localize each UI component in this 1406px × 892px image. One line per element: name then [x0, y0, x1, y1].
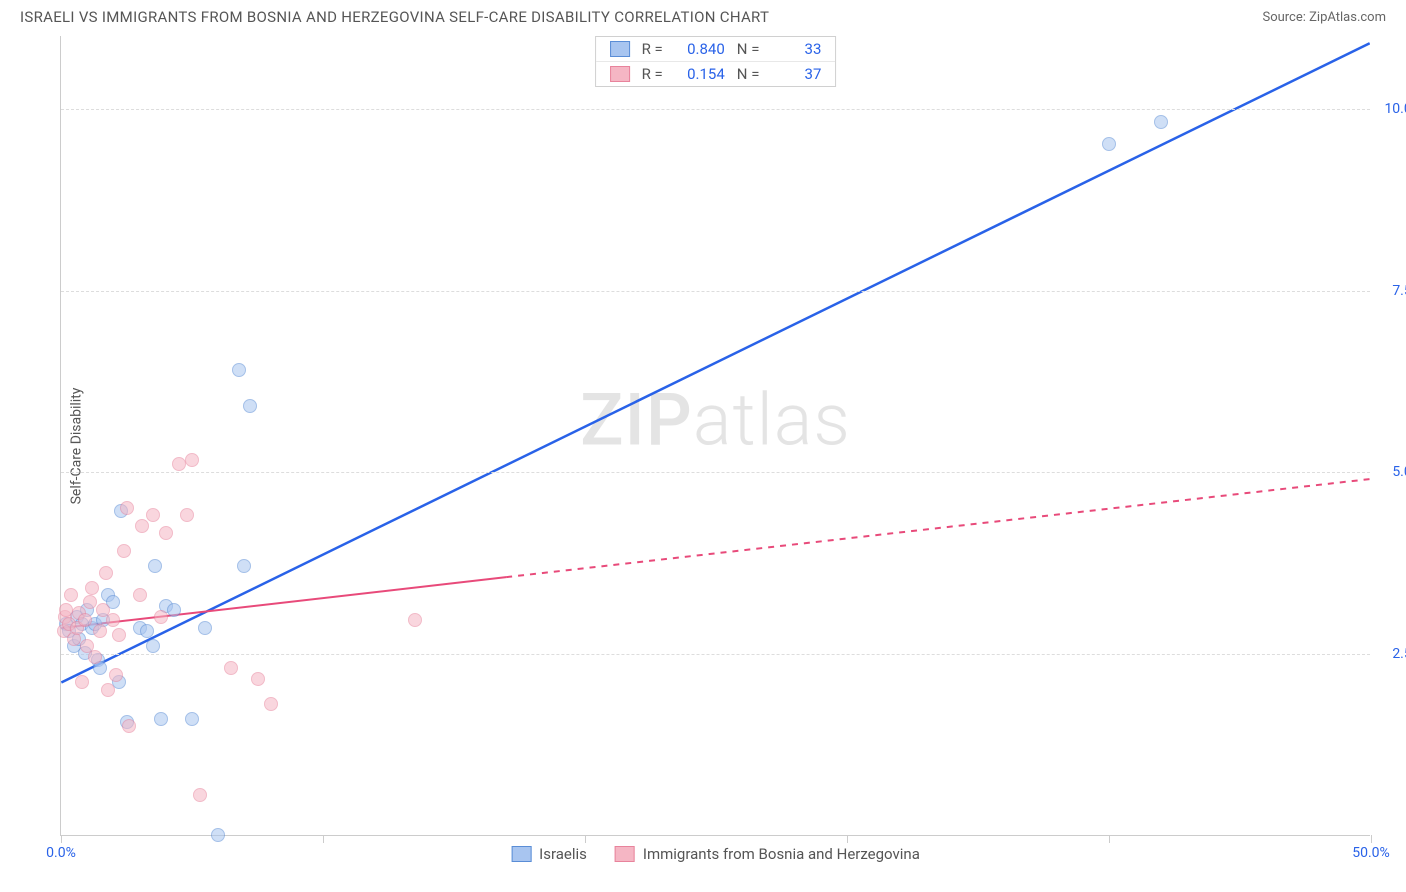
scatter-point [185, 453, 199, 467]
scatter-point [237, 559, 251, 573]
scatter-point [193, 788, 207, 802]
scatter-point [264, 697, 278, 711]
scatter-point [101, 683, 115, 697]
scatter-point [224, 661, 238, 675]
scatter-point [85, 581, 99, 595]
scatter-point [154, 610, 168, 624]
n-value: 37 [771, 65, 821, 83]
scatter-point [112, 628, 126, 642]
scatter-point [146, 508, 160, 522]
n-value: 33 [771, 40, 821, 58]
n-label: N = [737, 65, 760, 83]
legend-item: Immigrants from Bosnia and Herzegovina [615, 845, 920, 863]
plot-area: ZIPatlas R =0.840N =33R =0.154N =37 Isra… [60, 36, 1370, 836]
legend-swatch [610, 66, 630, 82]
r-label: R = [642, 40, 663, 58]
gridline [61, 109, 1370, 110]
gridline [61, 291, 1370, 292]
scatter-point [88, 650, 102, 664]
scatter-point [211, 828, 225, 842]
legend-label: Immigrants from Bosnia and Herzegovina [643, 845, 920, 863]
x-tick-label: 50.0% [1352, 845, 1390, 861]
scatter-point [117, 544, 131, 558]
scatter-point [172, 457, 186, 471]
scatter-point [1102, 137, 1116, 151]
correlation-chart: Self-Care Disability ZIPatlas R =0.840N … [42, 36, 1392, 856]
scatter-point [75, 675, 89, 689]
series-legend: Israelis Immigrants from Bosnia and Herze… [511, 845, 920, 863]
legend-swatch [610, 41, 630, 57]
scatter-point [140, 624, 154, 638]
source-attribution: Source: ZipAtlas.com [1262, 10, 1386, 25]
scatter-point [148, 559, 162, 573]
scatter-point [159, 526, 173, 540]
x-tick [1371, 835, 1372, 843]
stats-legend-row: R = 0.154 N = 37 [596, 61, 836, 86]
trend-lines [61, 36, 1370, 835]
scatter-point [146, 639, 160, 653]
r-value: 0.154 [675, 65, 725, 83]
legend-label: Israelis [539, 845, 587, 863]
scatter-point [99, 566, 113, 580]
gridline [61, 654, 1370, 655]
legend-item: Israelis [511, 845, 587, 863]
chart-title: ISRAELI VS IMMIGRANTS FROM BOSNIA AND HE… [20, 8, 769, 26]
gridline [61, 472, 1370, 473]
legend-swatch [615, 846, 635, 862]
x-tick [585, 835, 586, 843]
scatter-point [408, 613, 422, 627]
scatter-point [154, 712, 168, 726]
y-tick-label: 10.0% [1384, 101, 1406, 117]
scatter-point [198, 621, 212, 635]
scatter-point [180, 508, 194, 522]
y-tick-label: 2.5% [1392, 646, 1406, 662]
scatter-point [185, 712, 199, 726]
stats-legend-row: R = 0.840 N = 33 [596, 37, 836, 61]
scatter-point [109, 668, 123, 682]
r-value: 0.840 [675, 40, 725, 58]
scatter-point [120, 501, 134, 515]
y-tick-label: 5.0% [1392, 464, 1406, 480]
scatter-point [59, 603, 73, 617]
y-tick-label: 7.5% [1392, 283, 1406, 299]
scatter-point [106, 613, 120, 627]
n-label: N = [737, 40, 760, 58]
scatter-point [167, 603, 181, 617]
x-tick [61, 835, 62, 843]
scatter-point [232, 363, 246, 377]
legend-swatch [511, 846, 531, 862]
scatter-point [64, 588, 78, 602]
x-tick [847, 835, 848, 843]
scatter-point [93, 624, 107, 638]
x-tick-label: 0.0% [46, 845, 76, 861]
watermark: ZIPatlas [580, 377, 851, 462]
x-tick [1109, 835, 1110, 843]
x-tick [323, 835, 324, 843]
scatter-point [135, 519, 149, 533]
chart-header: ISRAELI VS IMMIGRANTS FROM BOSNIA AND HE… [0, 0, 1406, 30]
scatter-point [251, 672, 265, 686]
scatter-point [122, 719, 136, 733]
scatter-point [133, 588, 147, 602]
scatter-point [83, 595, 97, 609]
scatter-point [78, 613, 92, 627]
scatter-point [1154, 115, 1168, 129]
scatter-point [243, 399, 257, 413]
r-label: R = [642, 65, 663, 83]
stats-legend: R = 0.840 N = 33 R = 0.154 N = 37 [595, 36, 837, 87]
